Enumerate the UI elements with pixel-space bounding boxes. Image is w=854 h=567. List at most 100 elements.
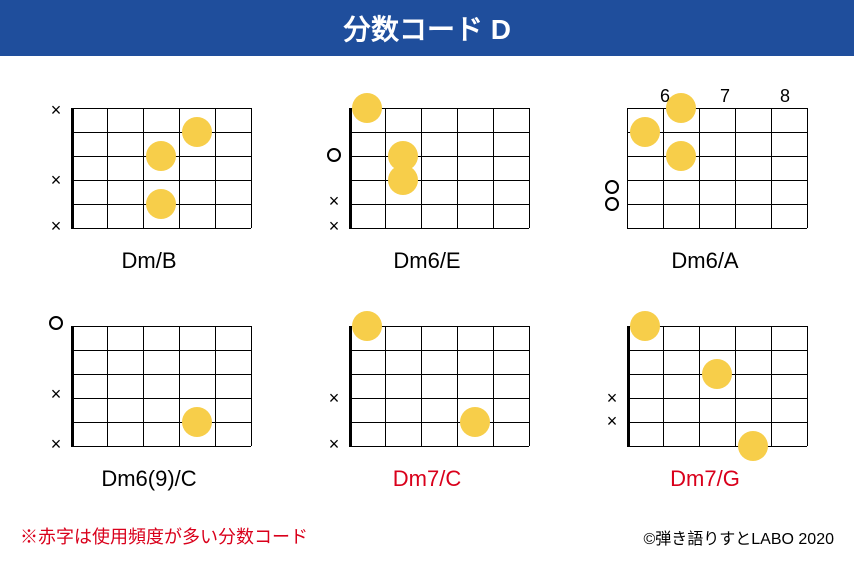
empty-marker (53, 331, 58, 355)
empty-marker (609, 98, 614, 122)
fret-line (493, 108, 494, 228)
empty-marker (331, 316, 336, 339)
empty-marker (331, 339, 336, 362)
footnote-text: ※赤字は使用頻度が多い分数コード (20, 523, 308, 549)
string-line (627, 156, 807, 157)
fret-line (251, 108, 252, 228)
fret-line (421, 326, 422, 446)
nut-line (627, 326, 630, 446)
fret-line (771, 326, 772, 446)
mute-marker: × (51, 168, 62, 191)
chord-diagram: 678 Dm6/A (586, 86, 824, 274)
string-line (71, 326, 251, 327)
mute-marker: × (329, 189, 340, 213)
string-line (71, 446, 251, 447)
finger-dot (666, 141, 696, 171)
open-marker (605, 197, 619, 211)
fret-line (735, 326, 736, 446)
fretboard (349, 326, 529, 446)
nut-line (349, 108, 352, 228)
fret-line (143, 108, 144, 228)
empty-marker (331, 123, 336, 147)
empty-marker (609, 433, 614, 456)
empty-marker (331, 98, 336, 122)
fret-line (807, 108, 808, 228)
string-line (627, 422, 807, 423)
fret-line (663, 108, 664, 228)
empty-marker (331, 363, 336, 386)
fret-line (529, 326, 530, 446)
finger-dot (352, 93, 382, 123)
string-line (627, 204, 807, 205)
chord-name-label: Dm7/G (670, 466, 740, 492)
chord-diagram: ×× Dm6/E (308, 86, 546, 274)
mute-marker: × (51, 382, 62, 406)
chord-name-label: Dm6(9)/C (101, 466, 196, 492)
empty-marker (53, 145, 58, 168)
string-line (627, 228, 807, 229)
chord-name-label: Dm6/A (671, 248, 738, 274)
fret-line (143, 326, 144, 446)
string-line (627, 398, 807, 399)
fret-line (107, 108, 108, 228)
empty-marker (53, 191, 58, 214)
fret-line (627, 108, 628, 228)
fret-line (807, 326, 808, 446)
chord-diagram: × × Dm6(9)/C (30, 304, 268, 492)
string-markers: × × (325, 316, 343, 456)
fretboard (349, 108, 529, 228)
mute-marker: × (607, 386, 618, 409)
string-line (349, 156, 529, 157)
chord-diagram: ×× Dm7/G (586, 304, 824, 492)
string-line (71, 374, 251, 375)
chord-name-label: Dm6/E (393, 248, 460, 274)
chord-name-label: Dm/B (122, 248, 177, 274)
empty-marker (609, 363, 614, 386)
fret-line (215, 326, 216, 446)
fret-line (457, 108, 458, 228)
empty-marker (609, 214, 614, 238)
page-title: 分数コード D (0, 0, 854, 56)
string-line (349, 422, 529, 423)
finger-dot (182, 407, 212, 437)
fret-line (735, 108, 736, 228)
string-markers: ×× (325, 98, 343, 238)
finger-dot (460, 407, 490, 437)
string-line (627, 108, 807, 109)
mute-marker: × (51, 215, 62, 238)
empty-marker (53, 356, 58, 380)
finger-dot (182, 117, 212, 147)
empty-marker (53, 407, 58, 431)
string-line (627, 180, 807, 181)
string-line (349, 204, 529, 205)
string-line (349, 398, 529, 399)
finger-dot (146, 141, 176, 171)
string-line (349, 446, 529, 447)
chord-diagram: × × ×Dm/B (30, 86, 268, 274)
string-line (627, 350, 807, 351)
string-line (71, 422, 251, 423)
fret-line (493, 326, 494, 446)
string-line (349, 132, 529, 133)
fret-line (699, 326, 700, 446)
finger-dot (630, 117, 660, 147)
finger-dot (738, 431, 768, 461)
fret-label: 8 (767, 86, 803, 108)
fret-line (421, 108, 422, 228)
string-markers: ×× (603, 316, 621, 456)
finger-dot (702, 359, 732, 389)
string-line (349, 374, 529, 375)
fret-line (663, 326, 664, 446)
finger-dot (146, 189, 176, 219)
open-marker (327, 148, 341, 162)
string-line (71, 132, 251, 133)
mute-marker: × (329, 214, 340, 238)
fret-line (107, 326, 108, 446)
string-line (71, 108, 251, 109)
chord-name-label: Dm7/C (393, 466, 461, 492)
string-line (349, 228, 529, 229)
finger-dot (352, 311, 382, 341)
open-marker (49, 316, 63, 330)
nut-line (71, 108, 74, 228)
mute-marker: × (51, 432, 62, 456)
